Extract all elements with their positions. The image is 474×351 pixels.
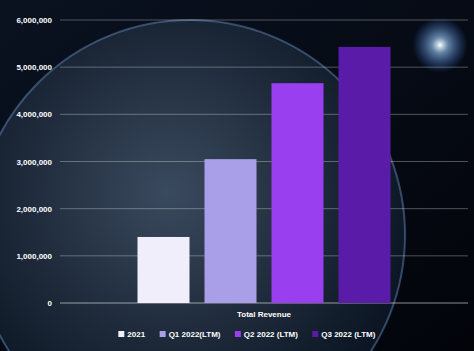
legend-swatch	[118, 331, 124, 337]
star-decoration	[412, 17, 468, 73]
bar	[272, 83, 324, 303]
chart: 0 1,000,000 2,000,000 3,000,000 4,000,000 5,0…	[0, 0, 474, 351]
grid-line	[60, 208, 468, 209]
y-tick-label: 4,000,000	[16, 110, 52, 119]
grid-line	[60, 67, 468, 68]
legend-label: Q3 2022 (LTM)	[321, 330, 375, 339]
y-tick-label: 5,000,000	[16, 63, 52, 72]
grid-line	[60, 114, 468, 115]
bars	[138, 47, 391, 303]
bar	[138, 237, 190, 303]
legend-swatch	[312, 331, 318, 337]
legend-label: 2021	[127, 330, 145, 339]
x-tick-label: Total Revenue	[237, 310, 292, 319]
grid-line	[60, 303, 468, 304]
bar	[205, 159, 257, 303]
grid-line	[60, 161, 468, 162]
y-tick-label: 0	[48, 299, 53, 308]
legend-swatch	[160, 331, 166, 337]
legend: 2021 Q1 2022(LTM) Q2 2022 (LTM) Q3 2022 (LT…	[118, 330, 375, 339]
y-tick-label: 1,000,000	[16, 252, 52, 261]
grid-line	[60, 20, 468, 21]
bar	[339, 47, 391, 303]
legend-label: Q1 2022(LTM)	[169, 330, 221, 339]
legend-label: Q2 2022 (LTM)	[244, 330, 298, 339]
y-tick-label: 6,000,000	[16, 16, 52, 25]
y-tick-label: 2,000,000	[16, 205, 52, 214]
legend-swatch	[235, 331, 241, 337]
earth-decoration	[0, 20, 405, 351]
y-tick-label: 3,000,000	[16, 158, 52, 167]
grid-line	[60, 255, 468, 256]
